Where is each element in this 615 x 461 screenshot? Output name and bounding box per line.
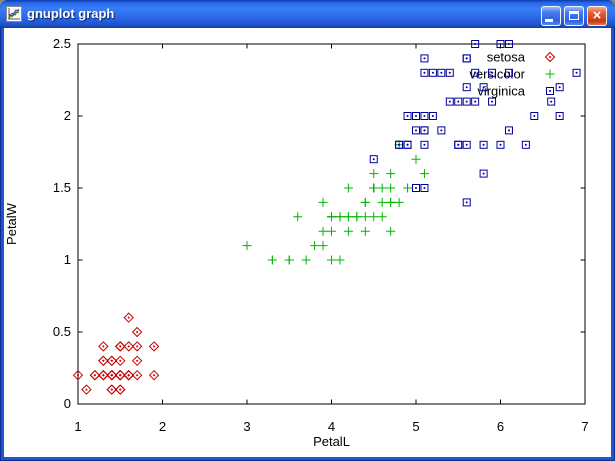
x-tick-label: 4 — [328, 419, 335, 434]
close-button[interactable]: × — [587, 6, 607, 26]
series-setosa — [72, 312, 160, 395]
y-tick-label: 1.5 — [53, 180, 71, 195]
scatter-plot-canvas: 1 2 3 4 5 6 7 0 0.5 1 1.5 2 2.5 PetalL PetalW setosa ver… — [4, 36, 589, 449]
series-virginica — [369, 40, 581, 207]
legend-marker-setosa — [544, 51, 556, 63]
gnuplot-app-icon — [6, 6, 22, 22]
x-tick-label: 2 — [159, 419, 166, 434]
x-tick-label: 3 — [243, 419, 250, 434]
y-tick-label: 2.5 — [53, 36, 71, 51]
x-tick-label: 6 — [497, 419, 504, 434]
y-tick-label: 2 — [64, 108, 71, 123]
x-axis-label: PetalL — [313, 434, 350, 449]
minimize-button[interactable] — [541, 6, 561, 26]
legend-label-virginica: virginica — [477, 84, 525, 99]
legend: setosa versicolor virginica — [469, 50, 556, 99]
title-bar[interactable]: gnuplot graph × — [0, 0, 615, 28]
maximize-button[interactable] — [564, 6, 584, 26]
legend-label-setosa: setosa — [487, 50, 526, 65]
tick-labels: 1 2 3 4 5 6 7 0 0.5 1 1.5 2 2.5 — [53, 36, 589, 434]
graph-client-area: 1 2 3 4 5 6 7 0 0.5 1 1.5 2 2.5 PetalL PetalW setosa ver… — [4, 28, 611, 457]
y-tick-label: 1 — [64, 252, 71, 267]
close-icon: × — [592, 7, 602, 24]
y-axis-label: PetalW — [4, 202, 19, 245]
legend-marker-versicolor — [545, 69, 555, 79]
window-title: gnuplot graph — [27, 6, 115, 21]
y-tick-label: 0.5 — [53, 324, 71, 339]
series-versicolor — [242, 140, 429, 265]
minimize-icon — [545, 19, 553, 22]
x-tick-label: 7 — [581, 419, 588, 434]
legend-label-versicolor: versicolor — [469, 67, 525, 82]
legend-marker-virginica — [546, 87, 554, 95]
y-tick-label: 0 — [64, 396, 71, 411]
maximize-icon — [569, 11, 579, 20]
x-tick-label: 5 — [412, 419, 419, 434]
x-tick-label: 1 — [74, 419, 81, 434]
